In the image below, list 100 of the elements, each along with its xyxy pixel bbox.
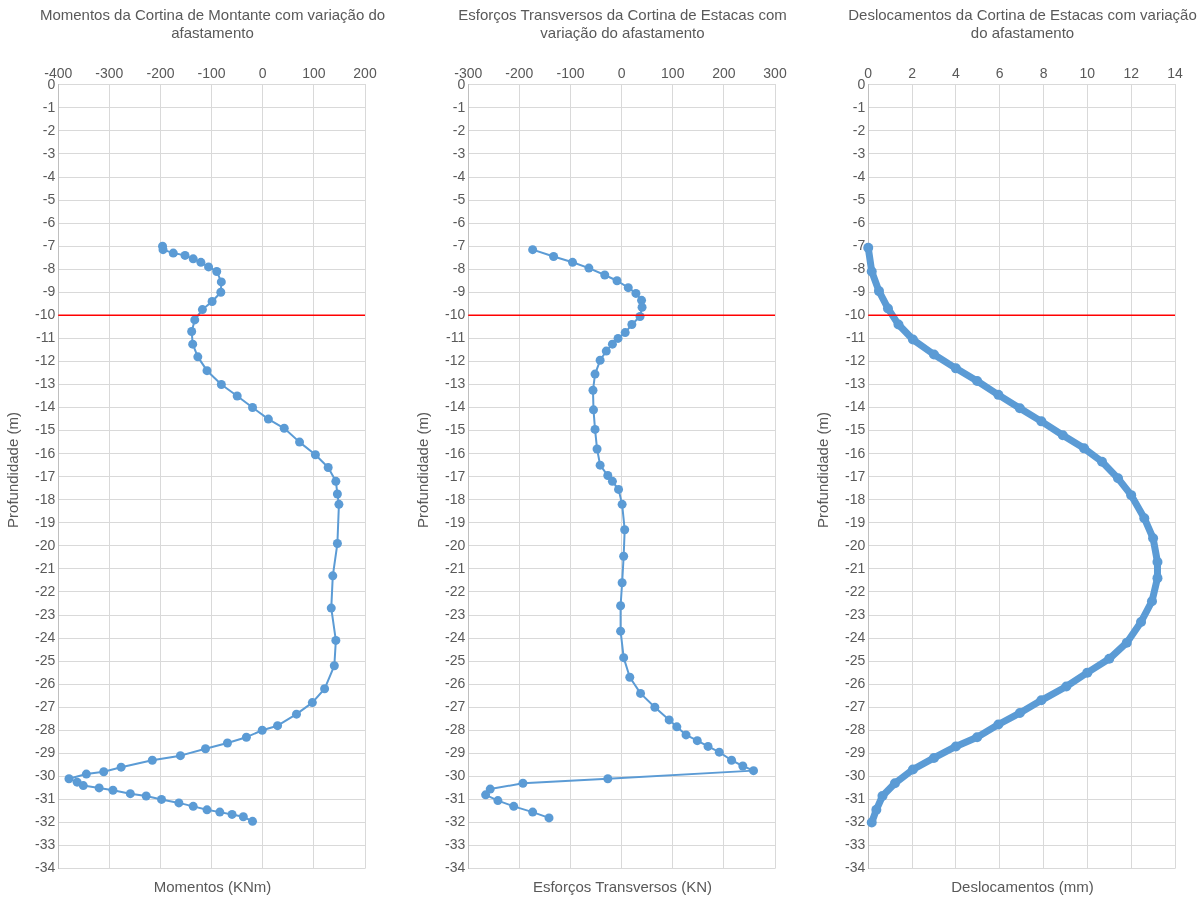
point — [950, 363, 961, 374]
point — [584, 263, 594, 273]
point — [625, 672, 635, 682]
y-tick-label: -8 — [42, 260, 56, 277]
y-tick-label: -13 — [445, 375, 466, 392]
y-tick-label: -22 — [445, 582, 466, 599]
y-tick-label: -21 — [445, 559, 466, 576]
y-tick-label: -34 — [845, 859, 866, 876]
point — [637, 302, 647, 312]
y-tick-label: -6 — [452, 213, 466, 230]
y-tick-label: -19 — [445, 513, 466, 530]
y-tick-label: -29 — [35, 744, 56, 761]
point — [882, 303, 893, 314]
y-tick-label: -17 — [845, 467, 866, 484]
y-tick-label: -32 — [845, 813, 866, 830]
point — [650, 702, 660, 712]
y-tick-label: -15 — [35, 421, 56, 438]
y-tick-label: -16 — [845, 444, 866, 461]
y-tick-label: -26 — [445, 675, 466, 692]
y-tick-label: -12 — [445, 352, 466, 369]
point — [1121, 637, 1132, 648]
point — [1014, 403, 1025, 414]
point — [664, 715, 674, 725]
y-tick-label: -14 — [445, 398, 466, 415]
y-tick-label: -20 — [35, 536, 56, 553]
y-tick-label: -8 — [852, 260, 866, 277]
point — [588, 385, 598, 395]
point — [1148, 533, 1159, 544]
y-tick-label: -5 — [42, 190, 56, 207]
y-tick-label: -1 — [852, 98, 866, 115]
point — [528, 807, 538, 817]
y-tick-label: -9 — [452, 283, 466, 300]
y-tick-label: -7 — [852, 237, 866, 254]
point — [590, 369, 600, 379]
x-axis-title: Deslocamentos (mm) — [950, 878, 1095, 895]
point — [616, 626, 626, 636]
y-tick-label: -2 — [42, 121, 56, 138]
point — [692, 736, 702, 746]
point — [603, 471, 613, 481]
y-tick-label: -17 — [35, 467, 56, 484]
point — [907, 764, 918, 775]
y-tick-label: -4 — [852, 167, 866, 184]
point — [972, 376, 983, 387]
point — [544, 813, 554, 823]
y-tick-label: -31 — [35, 790, 56, 807]
y-tick-label: -22 — [845, 582, 866, 599]
x-tick-label: 12 — [1123, 65, 1140, 82]
point — [672, 722, 682, 732]
point — [1057, 430, 1068, 441]
y-tick-label: -23 — [845, 605, 866, 622]
point — [612, 276, 622, 286]
x-tick-label: 300 — [763, 65, 787, 82]
point — [873, 286, 884, 297]
point — [907, 334, 918, 345]
point — [727, 755, 737, 765]
y-tick-label: -27 — [35, 698, 56, 715]
point — [950, 741, 961, 752]
y-tick-label: -28 — [845, 721, 866, 738]
x-tick-label: 6 — [995, 65, 1004, 82]
point — [509, 801, 519, 811]
chart-title: Deslocamentos da Cortina de Estacas com variação do afastamento — [847, 6, 1197, 42]
point — [866, 266, 877, 277]
x-tick-label: 100 — [661, 65, 685, 82]
y-tick-label: -25 — [35, 651, 56, 668]
x-tick-label: 8 — [1039, 65, 1048, 82]
point — [481, 790, 491, 800]
point — [749, 766, 759, 776]
point — [528, 245, 538, 255]
point — [607, 339, 617, 349]
y-tick-label: -33 — [845, 836, 866, 853]
y-tick-label: -24 — [845, 628, 866, 645]
y-tick-label: -10 — [845, 306, 866, 323]
point — [617, 578, 627, 588]
y-tick-label: -30 — [445, 767, 466, 784]
point — [928, 752, 939, 763]
y-tick-label: -10 — [445, 306, 466, 323]
point — [601, 346, 611, 356]
y-tick-label: -9 — [852, 283, 866, 300]
point — [616, 601, 626, 611]
y-tick-label: -24 — [445, 628, 466, 645]
y-tick-label: -28 — [445, 721, 466, 738]
y-tick-label: -3 — [852, 144, 866, 161]
point — [568, 257, 578, 267]
y-tick-label: -11 — [446, 329, 466, 346]
point — [1097, 456, 1108, 467]
y-tick-label: -21 — [35, 559, 56, 576]
y-tick-label: -21 — [845, 559, 866, 576]
y-tick-label: -18 — [845, 490, 866, 507]
x-axis-title: Momentos (KNm) — [152, 878, 273, 895]
x-tick-label: 0 — [617, 65, 626, 82]
y-tick-label: -11 — [36, 329, 56, 346]
y-tick-label: -1 — [42, 98, 56, 115]
y-tick-label: -28 — [35, 721, 56, 738]
x-tick-label: 200 — [712, 65, 736, 82]
x-tick-label: -200 — [146, 65, 175, 82]
point — [603, 774, 613, 784]
point — [518, 778, 528, 788]
point — [681, 730, 691, 740]
y-tick-label: -24 — [35, 628, 56, 645]
x-tick-label: 4 — [951, 65, 960, 82]
